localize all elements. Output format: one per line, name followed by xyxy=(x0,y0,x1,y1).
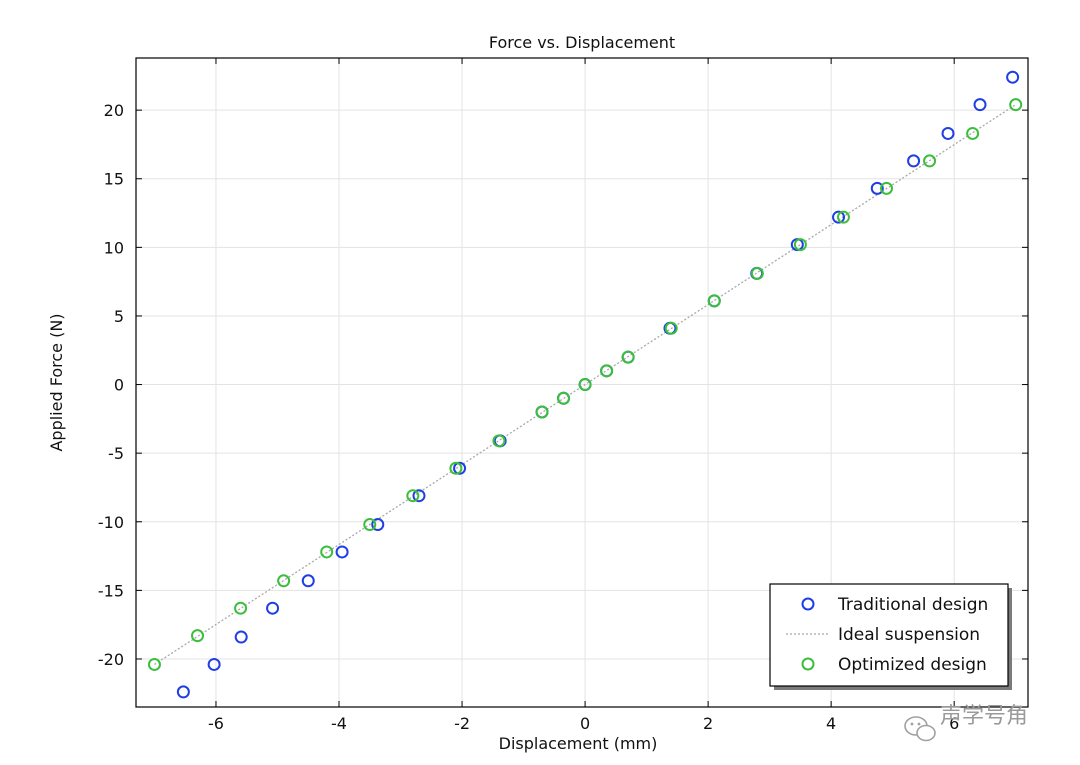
optimized-design-point xyxy=(600,364,614,378)
optimized-design-point xyxy=(966,126,980,140)
y-tick-label: 5 xyxy=(114,307,124,326)
legend-symbol-optimized-design xyxy=(801,657,815,671)
y-tick-label: 15 xyxy=(104,170,124,189)
optimized-design-point xyxy=(320,545,334,559)
traditional-design-point xyxy=(870,181,884,195)
optimized-design-point xyxy=(664,321,678,335)
optimized-design-point xyxy=(1009,98,1023,112)
optimized-design-point xyxy=(750,266,764,280)
optimized-design-point xyxy=(557,391,571,405)
x-axis-title: Displacement (mm) xyxy=(499,734,658,753)
traditional-design-point xyxy=(266,601,280,615)
optimized-design-point xyxy=(535,405,549,419)
optimized-design-point xyxy=(923,154,937,168)
traditional-design-point xyxy=(1006,70,1020,84)
legend-label-optimized-design: Optimized design xyxy=(838,655,987,675)
optimized-design-point xyxy=(707,294,721,308)
optimized-design-point xyxy=(578,378,592,392)
y-tick-label: -5 xyxy=(108,444,124,463)
traditional-design-point xyxy=(176,685,190,699)
legend: Traditional design Ideal suspension Optimi… xyxy=(769,583,1012,690)
watermark: 声学号角 xyxy=(904,704,1028,742)
x-tick-label: 0 xyxy=(580,714,590,733)
optimized-design-point xyxy=(880,181,894,195)
optimized-design-point xyxy=(621,350,635,364)
optimized-design-point xyxy=(836,210,850,224)
x-tick-label: -6 xyxy=(208,714,224,733)
legend-symbol-traditional-design xyxy=(801,597,815,611)
optimized-design-point xyxy=(793,238,807,252)
traditional-design-point xyxy=(207,657,221,671)
ideal-suspension-line xyxy=(154,104,1017,666)
traditional-design-point xyxy=(973,98,987,112)
plot-frame xyxy=(135,57,1029,708)
traditional-design-point xyxy=(412,489,426,503)
x-tick-label: -2 xyxy=(454,714,470,733)
optimized-design-point xyxy=(449,461,463,475)
watermark-text: 声学号角 xyxy=(940,704,1028,729)
optimized-design-point xyxy=(234,601,248,615)
y-tick-label: 20 xyxy=(104,101,124,120)
optimized-design-point xyxy=(147,657,161,671)
traditional-design-point xyxy=(371,518,385,532)
traditional-design-point xyxy=(234,630,248,644)
x-tick-label: -4 xyxy=(331,714,347,733)
optimized-design-point xyxy=(492,434,506,448)
wechat-icon xyxy=(904,716,936,742)
traditional-design-point xyxy=(832,210,846,224)
optimized-design-point xyxy=(191,629,205,643)
legend-label-ideal-suspension: Ideal suspension xyxy=(838,625,980,645)
grid-layer xyxy=(136,58,1028,707)
marker-layer xyxy=(147,70,1023,699)
optimized-design-point xyxy=(406,489,420,503)
legend-label-traditional-design: Traditional design xyxy=(837,595,988,615)
y-axis-title: Applied Force (N) xyxy=(47,313,66,451)
traditional-design-point xyxy=(453,461,467,475)
y-tick-label: 0 xyxy=(114,376,124,395)
traditional-design-point xyxy=(335,545,349,559)
y-tick-label: 10 xyxy=(104,238,124,257)
optimized-design-point xyxy=(363,518,377,532)
optimized-design-point xyxy=(277,574,291,588)
y-tick-label: -10 xyxy=(98,513,124,532)
x-tick-label: 4 xyxy=(826,714,836,733)
y-tick-label: -20 xyxy=(98,650,124,669)
traditional-design-point xyxy=(941,126,955,140)
y-tick-label: -15 xyxy=(98,581,124,600)
traditional-design-point xyxy=(907,154,921,168)
x-tick-label: 6 xyxy=(949,714,959,733)
x-tick-label: 2 xyxy=(703,714,713,733)
chart-title: Force vs. Displacement xyxy=(489,33,675,52)
traditional-design-point xyxy=(301,574,315,588)
ideal-line-layer xyxy=(154,104,1017,666)
